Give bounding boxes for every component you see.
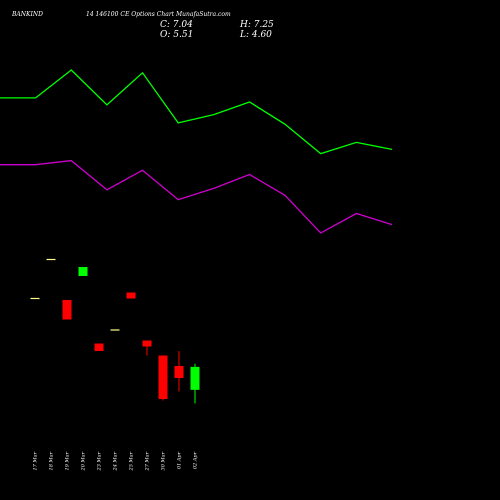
candle-body [110, 329, 120, 331]
candle [110, 329, 120, 331]
candle [78, 267, 88, 276]
candles [30, 258, 200, 404]
date-axis: 17 Mar 18 Mar 19 Mar 20 Mar 23 Mar 24 Mar 25 M… [33, 451, 199, 471]
date-tick-label: 27 Mar [145, 451, 151, 471]
high-value: H: 7.25 [239, 20, 274, 30]
date-tick-label: 25 Mar [129, 451, 135, 471]
date-tick-label: 30 Mar [161, 451, 167, 470]
candle-body [142, 340, 152, 347]
candle [30, 297, 40, 300]
candle-body [158, 355, 168, 399]
candle [126, 292, 136, 299]
chart-subtitle: 14 146100 CE Options Chart MunafaSutra.c… [86, 11, 231, 18]
date-tick-label: 18 Mar [49, 451, 55, 470]
candle [158, 355, 168, 401]
candle-body [126, 292, 136, 299]
lower-line [0, 159, 393, 234]
candle-body [190, 366, 200, 390]
date-tick-label: 17 Mar [33, 451, 39, 470]
candle [142, 340, 152, 356]
indicator-lines [0, 69, 393, 234]
candle-body [46, 258, 56, 261]
candle-body [94, 343, 104, 351]
candle [190, 363, 200, 404]
upper-line [0, 69, 393, 155]
date-tick-label: 20 Mar [81, 451, 87, 471]
symbol-label: BANKIND [11, 11, 43, 18]
date-tick-label: 19 Mar [65, 451, 71, 470]
candle [174, 351, 184, 392]
candle-body [62, 300, 72, 320]
candle-body [30, 297, 40, 300]
candle [46, 258, 56, 261]
date-tick-label: 24 Mar [113, 451, 119, 471]
candle [94, 343, 104, 351]
candle-body [174, 366, 184, 378]
date-tick-label: 23 Mar [97, 451, 103, 471]
date-tick-label: 01 Apr [177, 451, 183, 469]
low-value: L: 4.60 [239, 30, 272, 40]
candle [62, 300, 72, 320]
candle-body [78, 267, 88, 276]
date-tick-label: 02 Apr [193, 451, 199, 469]
open-value: O: 5.51 [160, 30, 193, 40]
close-value: C: 7.04 [160, 20, 193, 30]
